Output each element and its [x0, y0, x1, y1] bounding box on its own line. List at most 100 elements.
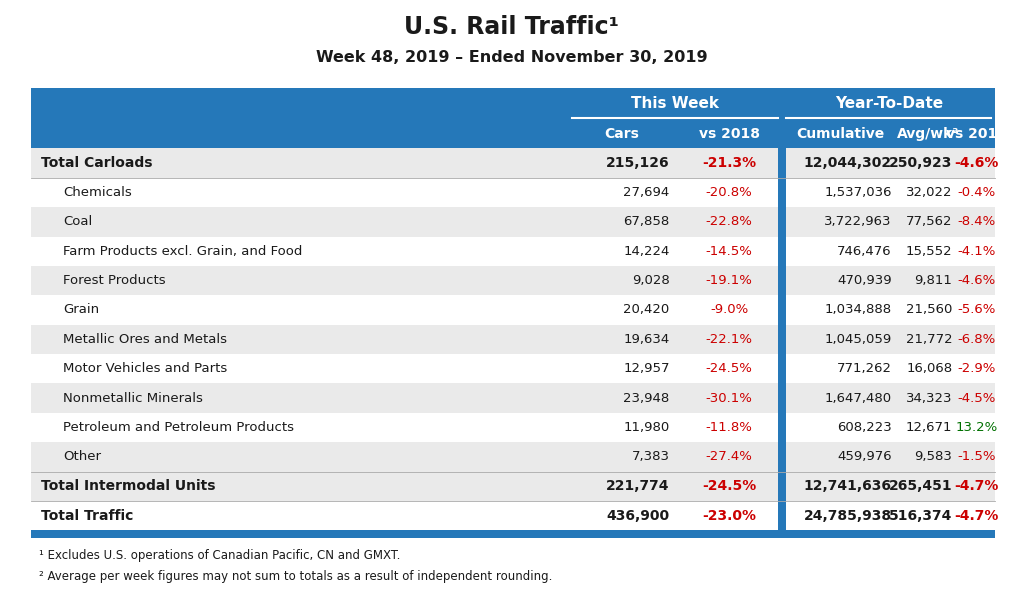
- Text: ¹ Excludes U.S. operations of Canadian Pacific, CN and GMXT.: ¹ Excludes U.S. operations of Canadian P…: [39, 548, 400, 562]
- Text: 771,262: 771,262: [837, 362, 892, 375]
- Text: -30.1%: -30.1%: [706, 391, 753, 405]
- Text: 24,785,938: 24,785,938: [804, 508, 892, 522]
- Bar: [778, 148, 786, 530]
- Text: U.S. Rail Traffic¹: U.S. Rail Traffic¹: [404, 15, 620, 39]
- Text: 746,476: 746,476: [838, 245, 892, 258]
- Text: 32,022: 32,022: [906, 186, 952, 199]
- Text: -8.4%: -8.4%: [957, 215, 996, 228]
- Text: 9,583: 9,583: [914, 450, 952, 464]
- Text: -4.6%: -4.6%: [954, 156, 999, 170]
- Text: 77,562: 77,562: [906, 215, 952, 228]
- Text: 20,420: 20,420: [624, 304, 670, 316]
- Text: 13.2%: 13.2%: [955, 421, 998, 434]
- Text: 221,774: 221,774: [606, 479, 670, 493]
- Text: vs 2018: vs 2018: [698, 127, 760, 141]
- Text: 3,722,963: 3,722,963: [824, 215, 892, 228]
- Text: Total Intermodal Units: Total Intermodal Units: [41, 479, 215, 493]
- Text: Avg/wk²: Avg/wk²: [897, 127, 959, 141]
- Text: -24.5%: -24.5%: [702, 479, 756, 493]
- Text: vs 2018: vs 2018: [946, 127, 1008, 141]
- Text: 265,451: 265,451: [889, 479, 952, 493]
- Text: 21,772: 21,772: [905, 333, 952, 346]
- Bar: [31, 295, 995, 325]
- Text: ² Average per week figures may not sum to totals as a result of independent roun: ² Average per week figures may not sum t…: [39, 570, 552, 583]
- Text: -21.3%: -21.3%: [702, 156, 756, 170]
- Text: Farm Products excl. Grain, and Food: Farm Products excl. Grain, and Food: [63, 245, 303, 258]
- Text: -4.6%: -4.6%: [957, 274, 996, 287]
- Text: This Week: This Week: [632, 96, 719, 112]
- Text: Other: Other: [63, 450, 101, 464]
- Text: Petroleum and Petroleum Products: Petroleum and Petroleum Products: [63, 421, 295, 434]
- Text: 21,560: 21,560: [906, 304, 952, 316]
- Text: Chemicals: Chemicals: [63, 186, 132, 199]
- Bar: [31, 178, 995, 207]
- Bar: [31, 88, 995, 148]
- Text: 1,034,888: 1,034,888: [824, 304, 892, 316]
- Text: 14,224: 14,224: [624, 245, 670, 258]
- Text: 608,223: 608,223: [838, 421, 892, 434]
- Text: -9.0%: -9.0%: [710, 304, 749, 316]
- Text: 34,323: 34,323: [906, 391, 952, 405]
- Text: 459,976: 459,976: [838, 450, 892, 464]
- Text: -0.4%: -0.4%: [957, 186, 996, 199]
- Text: -11.8%: -11.8%: [706, 421, 753, 434]
- Text: 11,980: 11,980: [624, 421, 670, 434]
- Text: Metallic Ores and Metals: Metallic Ores and Metals: [63, 333, 227, 346]
- Text: 436,900: 436,900: [606, 508, 670, 522]
- Text: -22.8%: -22.8%: [706, 215, 753, 228]
- Text: 516,374: 516,374: [889, 508, 952, 522]
- Text: 15,552: 15,552: [905, 245, 952, 258]
- Text: Grain: Grain: [63, 304, 99, 316]
- Text: -27.4%: -27.4%: [706, 450, 753, 464]
- Text: -1.5%: -1.5%: [957, 450, 996, 464]
- Text: -4.5%: -4.5%: [957, 391, 996, 405]
- Text: -19.1%: -19.1%: [706, 274, 753, 287]
- Text: Total Traffic: Total Traffic: [41, 508, 133, 522]
- Text: Motor Vehicles and Parts: Motor Vehicles and Parts: [63, 362, 227, 375]
- Text: -4.7%: -4.7%: [954, 479, 999, 493]
- Bar: [31, 501, 995, 530]
- Bar: [31, 266, 995, 295]
- Text: 67,858: 67,858: [624, 215, 670, 228]
- Text: 1,537,036: 1,537,036: [824, 186, 892, 199]
- Text: 16,068: 16,068: [906, 362, 952, 375]
- Text: 215,126: 215,126: [606, 156, 670, 170]
- Bar: [31, 530, 995, 538]
- Bar: [31, 325, 995, 354]
- Text: 9,811: 9,811: [914, 274, 952, 287]
- Text: 12,741,636: 12,741,636: [804, 479, 892, 493]
- Text: Year-To-Date: Year-To-Date: [835, 96, 943, 112]
- Text: 1,647,480: 1,647,480: [824, 391, 892, 405]
- Text: Week 48, 2019 – Ended November 30, 2019: Week 48, 2019 – Ended November 30, 2019: [316, 50, 708, 65]
- Bar: [31, 236, 995, 266]
- Text: 12,957: 12,957: [624, 362, 670, 375]
- Bar: [31, 207, 995, 236]
- Bar: [31, 384, 995, 413]
- Bar: [31, 354, 995, 384]
- Text: 1,045,059: 1,045,059: [824, 333, 892, 346]
- Text: 7,383: 7,383: [632, 450, 670, 464]
- Text: Nonmetallic Minerals: Nonmetallic Minerals: [63, 391, 204, 405]
- Text: Cumulative: Cumulative: [796, 127, 885, 141]
- Text: -22.1%: -22.1%: [706, 333, 753, 346]
- Text: Coal: Coal: [63, 215, 93, 228]
- Bar: [31, 413, 995, 442]
- Text: 23,948: 23,948: [624, 391, 670, 405]
- Text: Cars: Cars: [604, 127, 640, 141]
- Text: -14.5%: -14.5%: [706, 245, 753, 258]
- Text: -6.8%: -6.8%: [957, 333, 996, 346]
- Text: 27,694: 27,694: [624, 186, 670, 199]
- Text: Total Carloads: Total Carloads: [41, 156, 153, 170]
- Text: -4.7%: -4.7%: [954, 508, 999, 522]
- Text: 19,634: 19,634: [624, 333, 670, 346]
- Bar: [31, 471, 995, 501]
- Text: Forest Products: Forest Products: [63, 274, 166, 287]
- Text: 250,923: 250,923: [889, 156, 952, 170]
- Bar: [31, 442, 995, 471]
- Text: -4.1%: -4.1%: [957, 245, 996, 258]
- Text: -24.5%: -24.5%: [706, 362, 753, 375]
- Text: 9,028: 9,028: [632, 274, 670, 287]
- Text: -20.8%: -20.8%: [706, 186, 753, 199]
- Bar: [31, 148, 995, 178]
- Text: -2.9%: -2.9%: [957, 362, 996, 375]
